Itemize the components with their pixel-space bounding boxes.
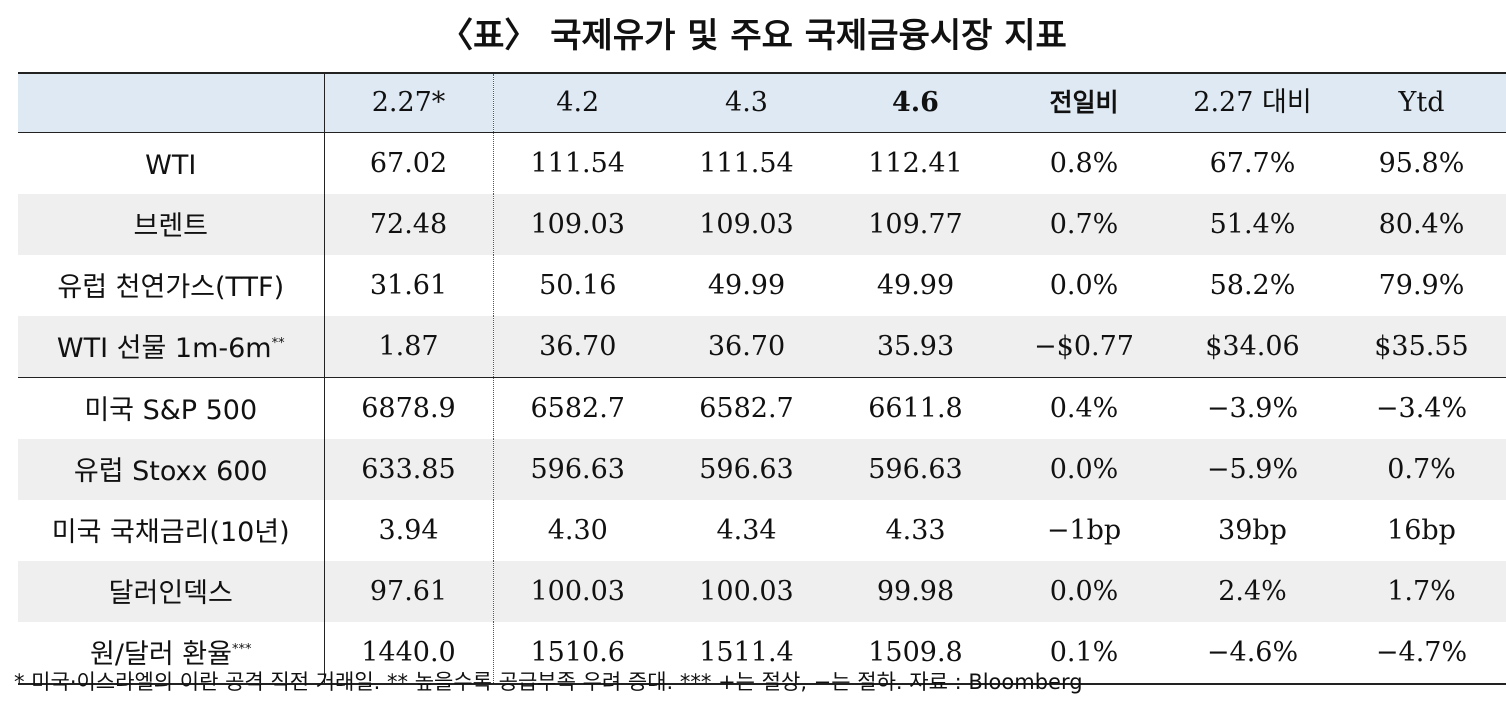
row-label: 미국 국채금리(10년) — [18, 500, 325, 561]
cell-4-2: 6582.7 — [493, 377, 662, 439]
cell-4-2: 596.63 — [493, 439, 662, 500]
cell-4-3: 6582.7 — [662, 377, 831, 439]
cell-day-over-day: 0.4% — [1000, 377, 1168, 439]
cell-ytd: 95.8% — [1378, 147, 1465, 179]
cell-ytd: −4.7% — [1337, 622, 1506, 685]
cell-4-6: 6611.8 — [831, 377, 1000, 439]
cell-4-3: 36.70 — [662, 316, 831, 378]
cell-day-over-day: −$0.77 — [1000, 316, 1168, 378]
header-day-over-day: 전일비 — [1000, 72, 1168, 133]
header-4-3: 4.3 — [662, 72, 831, 133]
header-label — [18, 72, 325, 133]
table-row: WTI 67.02 111.54 111.54 112.41 0.8% 67.7… — [18, 132, 1506, 194]
cell-ytd: 79.9% — [1378, 269, 1465, 301]
cell-4-2: 109.03 — [493, 194, 662, 255]
table-row: 미국 국채금리(10년) 3.94 4.30 4.34 4.33 −1bp 39… — [18, 500, 1506, 561]
header-ytd: Ytd — [1337, 72, 1506, 133]
cell-day-over-day: 0.0% — [1000, 439, 1168, 500]
cell-4-2: 50.16 — [539, 269, 617, 301]
cell-ytd: −3.4% — [1337, 377, 1506, 439]
row-label: 유럽 Stoxx 600 — [18, 439, 325, 500]
table-row: 달러인덱스 97.61 100.03 100.03 99.98 0.0% 2.4… — [18, 561, 1506, 622]
row-label: 원/달러 환율*** — [18, 622, 325, 685]
cell-4-2: 1510.6 — [493, 622, 662, 685]
header-2-27: 2.27* — [324, 72, 494, 133]
cell-day-over-day: 0.0% — [1049, 269, 1119, 301]
row-label: 달러인덱스 — [18, 561, 325, 622]
cell-4-3: 596.63 — [662, 439, 831, 500]
cell-4-6: 1509.8 — [831, 622, 1000, 685]
cell-2-27: 1440.0 — [324, 622, 494, 685]
cell-4-2: 100.03 — [493, 561, 662, 622]
row-label: WTI — [18, 132, 325, 194]
header-vs-2-27: 2.27 대비 — [1168, 72, 1337, 133]
cell-vs-2-27: −3.9% — [1168, 377, 1337, 439]
table-row: WTI 선물 1m-6m** 1.87 36.70 36.70 35.93 −$… — [18, 316, 1506, 378]
cell-4-6: 112.41 — [868, 147, 963, 179]
cell-4-3: 111.54 — [699, 147, 794, 179]
cell-2-27: 6878.9 — [324, 377, 494, 439]
table-row: 브렌트 72.48 109.03 109.03 109.77 0.7% 51.4… — [18, 194, 1506, 255]
cell-4-3: 100.03 — [662, 561, 831, 622]
row-label: 미국 S&P 500 — [18, 377, 325, 439]
cell-4-2: 4.30 — [547, 514, 608, 546]
cell-4-3: 49.99 — [707, 269, 786, 301]
market-indicators-table: 2.27* 4.2 4.3 4.6 전일비 2.27 대비 Ytd WTI 67… — [18, 72, 1506, 685]
cell-2-27: 1.87 — [324, 316, 494, 378]
header-4-6: 4.6 — [831, 72, 1000, 133]
cell-day-over-day: 0.1% — [1000, 622, 1168, 685]
cell-ytd: 1.7% — [1337, 561, 1506, 622]
cell-4-3: 4.34 — [716, 514, 777, 546]
cell-2-27: 67.02 — [324, 132, 494, 194]
table-row: 원/달러 환율*** 1440.0 1510.6 1511.4 1509.8 0… — [18, 622, 1506, 685]
row-label: WTI 선물 1m-6m** — [18, 316, 325, 378]
cell-4-2: 36.70 — [493, 316, 662, 378]
cell-vs-2-27: 51.4% — [1168, 194, 1337, 255]
cell-day-over-day: 0.0% — [1000, 561, 1168, 622]
cell-day-over-day: 0.7% — [1000, 194, 1168, 255]
cell-day-over-day: 0.8% — [1049, 147, 1119, 179]
cell-2-27: 72.48 — [324, 194, 494, 255]
table-row: 유럽 Stoxx 600 633.85 596.63 596.63 596.63… — [18, 439, 1506, 500]
cell-4-6: 35.93 — [831, 316, 1000, 378]
cell-vs-2-27: 2.4% — [1168, 561, 1337, 622]
cell-day-over-day: −1bp — [1046, 514, 1122, 546]
cell-2-27: 97.61 — [324, 561, 494, 622]
source-footnote: * 미국·이스라엘의 이란 공격 직전 거래일. ** 높을수록 공급부족 우려… — [14, 670, 1083, 694]
cell-vs-2-27: 58.2% — [1209, 269, 1296, 301]
cell-vs-2-27: 39bp — [1218, 514, 1287, 546]
cell-vs-2-27: −5.9% — [1168, 439, 1337, 500]
cell-ytd: $35.55 — [1337, 316, 1506, 378]
cell-vs-2-27: 67.7% — [1209, 147, 1296, 179]
cell-2-27: 3.94 — [324, 500, 494, 561]
table-header-row: 2.27* 4.2 4.3 4.6 전일비 2.27 대비 Ytd — [18, 72, 1506, 133]
cell-2-27: 633.85 — [324, 439, 494, 500]
table-title: 〈표〉 국제유가 및 주요 국제금융시장 지표 — [439, 16, 1067, 56]
cell-ytd: 0.7% — [1337, 439, 1506, 500]
cell-vs-2-27: −4.6% — [1168, 622, 1337, 685]
cell-4-3: 1511.4 — [662, 622, 831, 685]
cell-ytd: 16bp — [1387, 514, 1456, 546]
cell-ytd: 80.4% — [1337, 194, 1506, 255]
cell-2-27: 31.61 — [324, 255, 494, 316]
cell-vs-2-27: $34.06 — [1168, 316, 1337, 378]
cell-4-6: 596.63 — [831, 439, 1000, 500]
cell-4-6: 4.33 — [885, 514, 946, 546]
row-label: 유럽 천연가스(TTF) — [18, 255, 325, 316]
table-row: 유럽 천연가스(TTF) 31.61 50.16 49.99 49.99 0.0… — [18, 255, 1506, 316]
cell-4-2: 111.54 — [530, 147, 625, 179]
table-row: 미국 S&P 500 6878.9 6582.7 6582.7 6611.8 0… — [18, 377, 1506, 439]
header-4-2: 4.2 — [493, 72, 662, 133]
cell-4-6: 109.77 — [831, 194, 1000, 255]
row-label: 브렌트 — [18, 194, 325, 255]
cell-4-6: 49.99 — [876, 269, 955, 301]
cell-4-3: 109.03 — [662, 194, 831, 255]
cell-4-6: 99.98 — [831, 561, 1000, 622]
